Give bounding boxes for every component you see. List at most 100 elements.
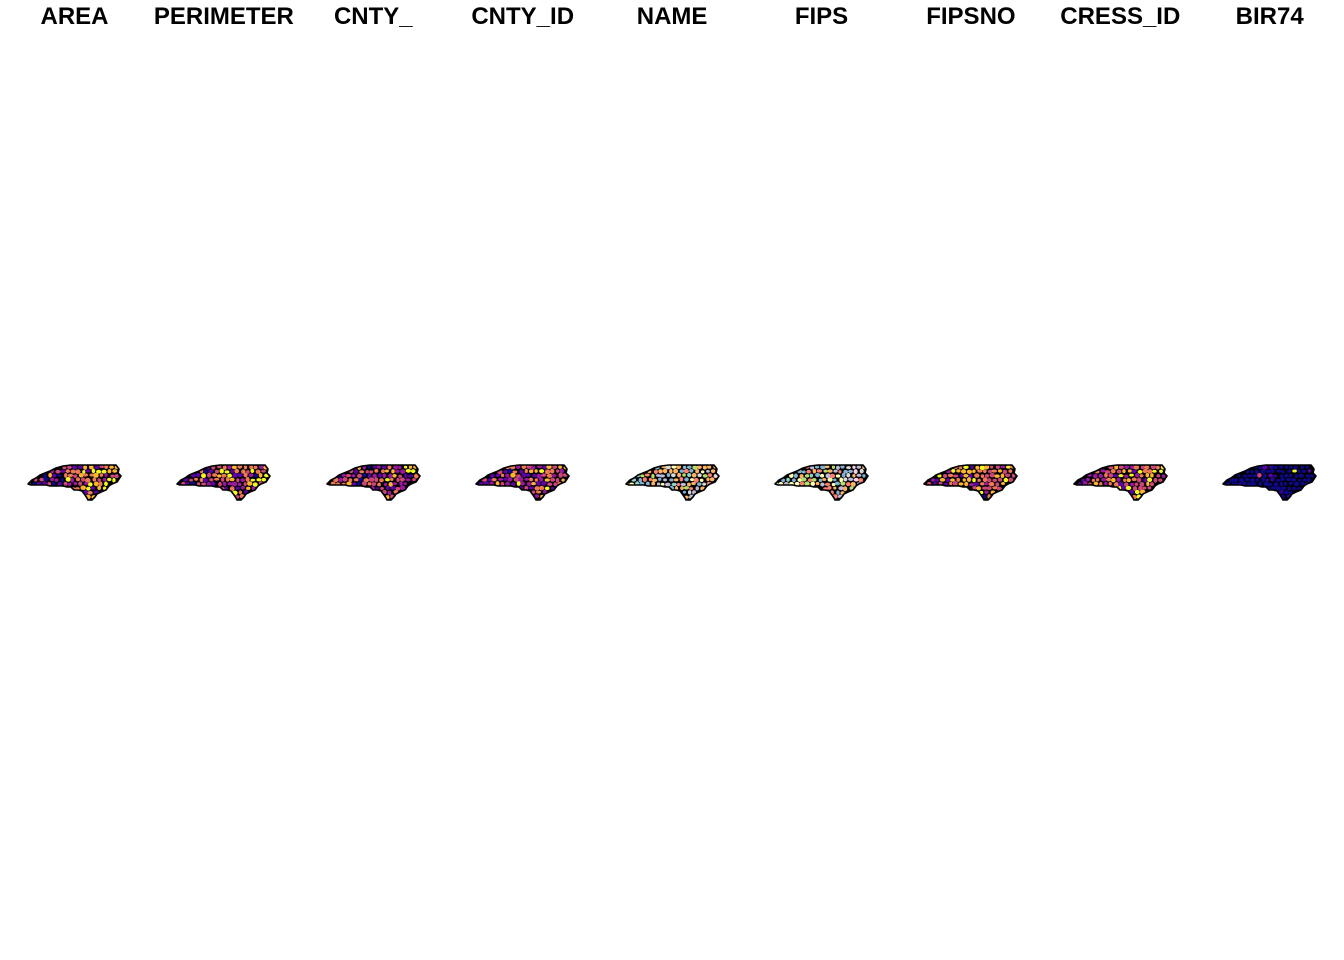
panel-title: AREA	[40, 3, 109, 30]
county-cell	[691, 465, 698, 470]
county-cell	[977, 469, 983, 473]
county-cell	[221, 473, 227, 478]
county-cell	[488, 478, 494, 482]
county-cell	[836, 465, 840, 470]
county-cell	[956, 469, 961, 473]
county-cell	[505, 481, 511, 487]
county-cell	[1257, 472, 1262, 478]
county-cell	[70, 469, 76, 474]
county-cell	[362, 473, 367, 478]
county-cell	[943, 473, 948, 478]
county-cell	[1126, 478, 1131, 483]
state-outline	[475, 464, 570, 501]
county-cell	[1108, 482, 1112, 486]
county-cell	[351, 474, 356, 478]
county-cell	[1006, 465, 1012, 469]
county-cell	[510, 472, 516, 478]
county-cell	[969, 473, 973, 479]
county-cell	[194, 477, 199, 481]
county-cells	[625, 465, 718, 500]
county-cell	[797, 478, 803, 482]
county-cell	[405, 478, 411, 482]
county-cell	[793, 473, 798, 478]
county-cell	[1284, 490, 1290, 495]
county-cell	[805, 474, 810, 478]
county-cell	[75, 469, 81, 475]
county-cell	[1085, 477, 1090, 482]
county-cell	[1122, 478, 1127, 483]
county-cell	[250, 478, 256, 482]
county-cell	[1276, 486, 1281, 491]
county-cell	[1281, 470, 1285, 474]
county-cell	[48, 472, 52, 478]
county-cell	[529, 477, 534, 482]
county-cell	[1292, 486, 1296, 491]
county-cell	[1129, 473, 1134, 477]
county-cell	[1003, 469, 1008, 475]
county-cell	[243, 472, 249, 478]
panel-cress-id: CRESS_ID	[1046, 0, 1195, 960]
county-cell	[983, 469, 988, 474]
panel-cnty: CNTY_	[299, 0, 448, 960]
county-cell	[223, 465, 228, 471]
county-cell	[989, 473, 996, 478]
nc-county-map	[176, 464, 272, 501]
county-cell	[848, 469, 854, 473]
county-cell	[348, 478, 353, 483]
county-cell	[1268, 473, 1274, 478]
county-cell	[984, 490, 989, 494]
county-cell	[1289, 465, 1293, 469]
county-cell	[680, 482, 686, 487]
county-cell	[998, 477, 1003, 482]
county-cell	[102, 486, 107, 491]
county-cell	[62, 466, 67, 470]
county-cell	[856, 465, 862, 469]
county-cell	[709, 477, 715, 482]
county-cell	[63, 473, 68, 478]
county-cell	[241, 469, 246, 474]
county-cell	[543, 465, 547, 470]
county-cell	[189, 478, 194, 482]
county-cells	[1223, 465, 1315, 500]
county-cell	[559, 468, 565, 474]
county-cell	[1134, 482, 1139, 486]
county-cell	[367, 482, 372, 486]
panel-title: CRESS_ID	[1060, 3, 1181, 30]
county-cell	[97, 485, 102, 490]
county-cell	[852, 474, 856, 478]
county-cell	[840, 481, 846, 486]
state-outline	[774, 464, 869, 501]
county-cell	[226, 476, 230, 482]
county-cell	[833, 486, 837, 490]
county-cell	[518, 476, 524, 482]
nc-county-map	[27, 464, 122, 501]
county-cell	[846, 482, 851, 487]
county-cell	[551, 474, 557, 478]
county-cell	[827, 477, 833, 482]
county-cell	[1298, 473, 1305, 478]
county-cell	[1300, 465, 1305, 470]
county-cell	[110, 474, 115, 478]
county-cell	[664, 482, 671, 487]
county-cell	[390, 469, 395, 474]
county-cell	[1266, 469, 1271, 473]
state-outline	[624, 464, 720, 501]
county-cell	[50, 477, 55, 482]
county-cell	[1129, 482, 1134, 487]
county-cell	[67, 482, 72, 486]
county-cell	[387, 490, 392, 496]
county-cell	[1242, 474, 1248, 478]
county-cell	[839, 477, 844, 483]
county-cell	[200, 477, 204, 483]
county-cell	[693, 477, 699, 483]
county-cell	[501, 473, 505, 478]
county-cell	[1134, 473, 1140, 478]
county-cell	[407, 474, 413, 478]
county-cell	[385, 485, 390, 490]
county-cell	[984, 482, 990, 486]
county-cell	[940, 477, 946, 482]
county-cell	[558, 472, 563, 478]
county-cell	[1142, 468, 1148, 474]
county-cell	[395, 486, 401, 491]
state-outline	[176, 464, 272, 501]
